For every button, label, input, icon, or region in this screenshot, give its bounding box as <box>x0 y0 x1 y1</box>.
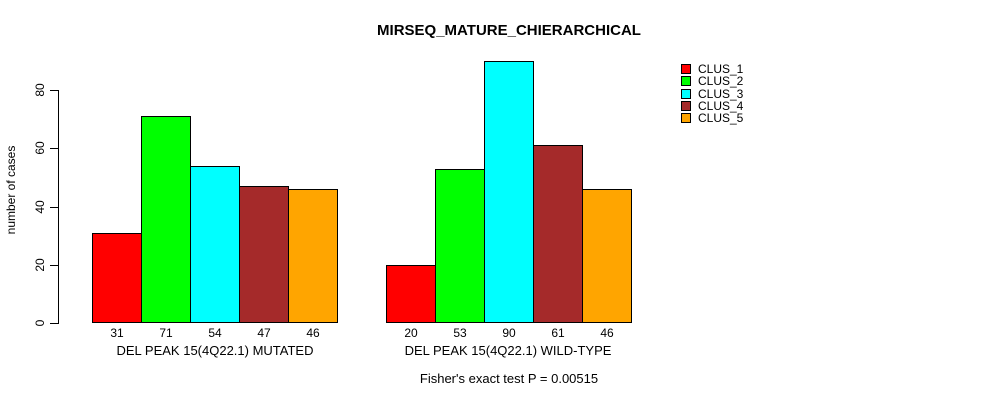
legend-label: CLUS_1 <box>698 62 744 77</box>
bar-clus-5 <box>582 189 632 323</box>
legend-swatch <box>681 64 691 75</box>
legend-swatch <box>681 113 691 124</box>
y-tick-mark <box>50 265 58 266</box>
bar-value-label: 90 <box>502 326 516 340</box>
bar-clus-1 <box>386 265 436 323</box>
legend-swatch <box>681 76 691 87</box>
y-tick-label: 20 <box>33 258 47 272</box>
bar-clus-2 <box>435 169 485 323</box>
legend: CLUS_1 CLUS_2 CLUS_3 CLUS_4 CLUS_5 <box>681 62 744 126</box>
bar-clus-4 <box>239 186 289 323</box>
bar-value-label: 46 <box>600 326 614 340</box>
bar-value-label: 47 <box>257 326 271 340</box>
legend-item-clus-2: CLUS_2 <box>681 74 744 89</box>
chart-title: MIRSEQ_MATURE_CHIERARCHICAL <box>377 22 641 39</box>
group-label-mutated: DEL PEAK 15(4Q22.1) MUTATED <box>116 343 314 358</box>
legend-label: CLUS_2 <box>698 74 744 89</box>
y-tick-label: 40 <box>33 200 47 214</box>
legend-swatch <box>681 88 691 99</box>
y-axis-label: number of cases <box>4 145 18 235</box>
bar-value-label: 20 <box>404 326 418 340</box>
group-label-wild-type: DEL PEAK 15(4Q22.1) WILD-TYPE <box>404 343 612 358</box>
y-tick-label: 60 <box>33 141 47 155</box>
bar-clus-3 <box>190 166 240 323</box>
bar-value-label: 54 <box>208 326 222 340</box>
bar-value-label: 31 <box>110 326 124 340</box>
legend-item-clus-5: CLUS_5 <box>681 111 744 126</box>
annotation-fisher-test: Fisher's exact test P = 0.00515 <box>419 371 599 386</box>
bar-value-label: 53 <box>453 326 467 340</box>
bar-clus-1 <box>92 233 142 323</box>
bar-clus-5 <box>288 189 338 323</box>
y-tick-mark <box>50 323 58 324</box>
bar-value-label: 61 <box>551 326 565 340</box>
bar-clus-4 <box>533 145 583 323</box>
y-axis-line <box>58 90 59 324</box>
legend-item-clus-4: CLUS_4 <box>681 99 744 114</box>
legend-item-clus-1: CLUS_1 <box>681 62 744 77</box>
y-tick-mark <box>50 148 58 149</box>
y-tick-mark <box>50 90 58 91</box>
bar-clus-2 <box>141 116 191 323</box>
legend-label: CLUS_3 <box>698 86 744 101</box>
bar-clus-3 <box>484 61 534 323</box>
bar-value-label: 46 <box>306 326 320 340</box>
y-tick-label: 80 <box>33 83 47 97</box>
y-tick-mark <box>50 207 58 208</box>
legend-label: CLUS_4 <box>698 99 744 114</box>
legend-label: CLUS_5 <box>698 111 744 126</box>
legend-swatch <box>681 101 691 112</box>
legend-item-clus-3: CLUS_3 <box>681 86 744 101</box>
y-tick-label: 0 <box>33 319 47 327</box>
bar-value-label: 71 <box>159 326 173 340</box>
